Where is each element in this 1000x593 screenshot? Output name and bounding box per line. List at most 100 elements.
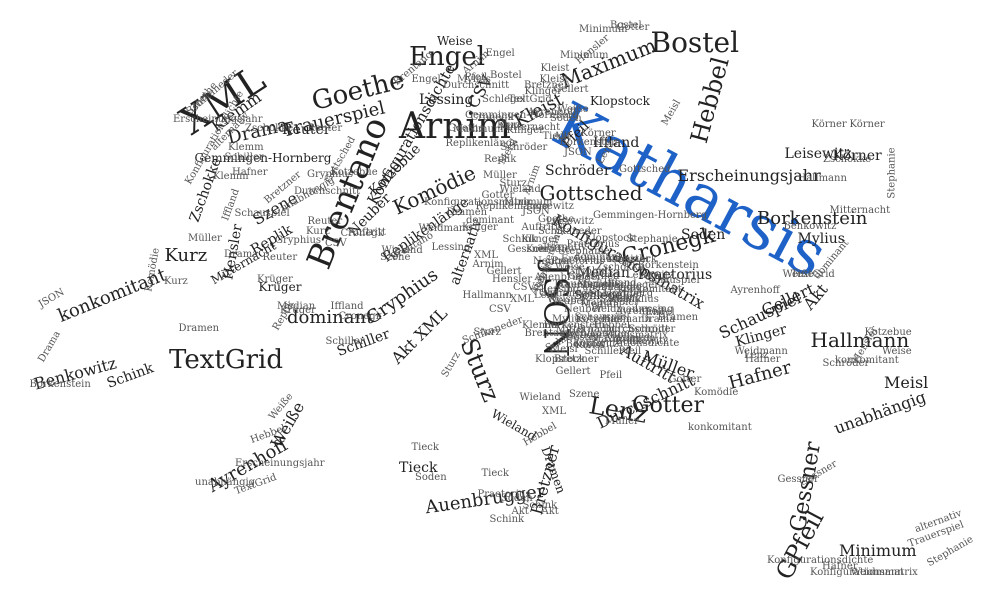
word-engel-7: Engel: [409, 42, 486, 72]
word-koerner-271: Körner: [580, 128, 616, 139]
word-lessing-291: Lessing: [540, 284, 580, 295]
word-klopstock-59: Klopstock: [590, 94, 650, 108]
word-mitternacht-239: Mitternacht: [499, 122, 561, 133]
word-maximum-282: Maximum: [591, 334, 642, 345]
word-konkomitant-301: konkomitant: [618, 284, 682, 295]
word-median-50: Median: [576, 265, 630, 281]
word-mylius-300: Mylius: [625, 294, 659, 305]
word-gryphius-164: Gryphius: [275, 235, 322, 246]
word-gottsched-89: Gottsched: [619, 164, 671, 175]
word-konfigurationsdichte-323: Konfigurationsdichte: [573, 338, 680, 349]
word-csv-206: CSV: [325, 238, 347, 249]
word-neuber-297: Neuber: [533, 256, 572, 267]
word-schroeder-58: Schröder: [545, 163, 611, 179]
word-zschokke-307: Zschokke: [596, 262, 645, 273]
word-drama-174: Drama: [224, 249, 259, 260]
word-schink-188: Schink: [489, 514, 525, 525]
word-klinger-136: Klinger: [506, 125, 544, 136]
word-akt-173: Akt: [511, 506, 529, 517]
word-erscheinungsjahr-154: Erscheinungsjahr: [235, 458, 325, 469]
word-krueger-183: Krüger: [280, 305, 316, 316]
word-gessner-268: Gessner: [507, 244, 549, 255]
word-tieck-63: Tieck: [399, 460, 438, 476]
word-konfigurationsmatrix-322: Konfigurationsmatrix: [560, 330, 668, 341]
word-tieck-103: Tieck: [411, 442, 439, 453]
word-konfigurationsdichte-243: Konfigurationsdichte: [767, 555, 874, 566]
word-gotter-121: Gotter: [616, 22, 650, 33]
word-wieland-275: Wieland: [499, 184, 541, 195]
word-borkenstein-240: Borkenstein: [559, 137, 621, 148]
word-leisewitz-306: Leisewitz: [626, 270, 674, 281]
word-szene-255: Szene: [599, 294, 630, 305]
word-szene-175: Szene: [569, 389, 600, 400]
word-klopstock-153: Klopstock: [585, 233, 635, 244]
word-neuber-218: Neuber: [564, 304, 603, 315]
word-bretzner-169: Bretzner: [554, 354, 599, 365]
word-iffland-248: Iffland: [603, 278, 637, 289]
word-schikaneder-242: Schikaneder: [538, 226, 602, 237]
word-kurz-95: Kurz: [164, 276, 188, 287]
word-schlegel-310: Schlegel: [614, 280, 658, 291]
word-meisl-37: Meisl: [884, 373, 929, 392]
word-schiller-286: Schiller: [584, 346, 624, 357]
word-gottsched-18: Gottsched: [539, 181, 643, 205]
word-zschokke-134: Zschokke: [245, 123, 294, 134]
word-schlegel-79: Schlegel: [574, 288, 627, 302]
word-praetorius-305: Praetorius: [551, 256, 605, 267]
word-soden-56: Soden: [681, 227, 726, 243]
word-leisewitz-53: Leisewitz: [784, 146, 852, 162]
word-komoedie-214: Komödie: [694, 387, 739, 398]
word-gemmingen-hornberg-233: Gemmingen-Hornberg: [465, 110, 580, 121]
word-benkowitz-299: Benkowitz: [615, 336, 669, 347]
word-mueller-176: Müller: [605, 416, 639, 427]
word-tieck-276: Tieck: [542, 131, 570, 142]
word-komoedie-294: Komödie: [526, 244, 571, 255]
word-lenz-256: Lenz: [534, 290, 559, 301]
word-meisl-122: Meisl: [659, 98, 684, 128]
word-iffland-51: Iffland: [593, 135, 640, 151]
word-pfeil-147: Pfeil: [464, 72, 488, 83]
word-klinger-212: Klinger: [524, 86, 562, 97]
word-weise-141: Weise: [882, 346, 912, 357]
word-zschokke-227: Zschokke: [823, 154, 872, 165]
word-konkomitant-220: konkomitant: [835, 355, 899, 366]
word-textgrid-251: TextGrid: [508, 94, 552, 105]
word-dramen-180: Dramen: [178, 323, 220, 334]
word-weise-76: Weise: [437, 34, 473, 48]
word-klemm-116: Klemm: [228, 142, 264, 153]
word-schiller-205: Schiller: [224, 152, 264, 163]
word-mitternacht-160: Mitternacht: [829, 205, 891, 216]
word-replik-236: Replik: [484, 154, 517, 165]
word-kleist-199: Kleist: [540, 63, 570, 74]
word-cronegk-182: Cronegk: [338, 311, 382, 322]
word-kurz-181: Kurz: [306, 226, 330, 237]
word-leisewitz-224: Leisewitz: [546, 216, 594, 227]
word-szene-91: Szene: [380, 252, 411, 263]
word-auftritt-94: Auftritt: [348, 227, 386, 238]
word-mylius-55: Mylius: [797, 231, 845, 247]
word-cronegk-93: Cronegk: [340, 228, 384, 239]
word-hebbel-9: Hebbel: [684, 53, 735, 147]
word-soden-104: Soden: [415, 472, 447, 483]
word-bostel-4: Bostel: [650, 26, 740, 59]
word-kotzebue-107: Kotzebue: [864, 327, 912, 338]
word-wieland-115: Wieland: [519, 392, 561, 403]
word-replik-314: Replik: [609, 294, 642, 305]
word-kotzebue-265: Kotzebue: [575, 314, 623, 325]
word-hallmann-16: Hallmann: [810, 328, 910, 352]
word-schikaneder-321: Schikaneder: [568, 328, 632, 339]
word-klopstock-309: Klopstock: [607, 254, 657, 265]
word-erscheinungsjahr-312: Erscheinungsjahr: [561, 254, 651, 265]
word-schroeder-139: Schröder: [822, 358, 870, 369]
word-csv-114: CSV: [489, 304, 511, 315]
word-textgrid-8: TextGrid: [169, 345, 283, 375]
word-gemmingen-hornberg-315: Gemmingen-Hornberg: [539, 288, 654, 299]
word-hallmann-142: Hallmann: [797, 173, 847, 184]
word-weise-217: Weise: [547, 294, 577, 305]
word-gemmingen-hornberg-73: Gemmingen-Hornberg: [194, 151, 332, 165]
word-klemm-193: Klemm: [213, 171, 249, 182]
word-konfigurationsmatrix-241: Konfigurationsmatrix: [424, 197, 532, 208]
word-kotzebue-184: Kotzebue: [330, 167, 378, 178]
word-durchschnitt-295: Durchschnitt: [603, 324, 670, 335]
word-schink-267: Schink: [502, 234, 538, 245]
